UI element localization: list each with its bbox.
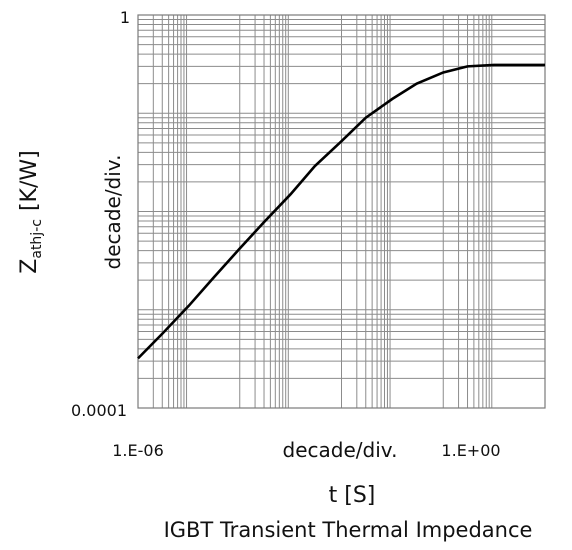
plot-frame <box>137 14 546 409</box>
x-tick-label-left: 1.E-06 <box>112 441 164 460</box>
grid <box>137 15 545 409</box>
x-scale-note: decade/div. <box>283 438 398 462</box>
chart-title: IGBT Transient Thermal Impedance <box>164 518 533 542</box>
y-axis-label-main: Z <box>17 259 42 274</box>
y-tick-label-top: 1 <box>120 8 130 27</box>
x-tick-label-right: 1.E+00 <box>441 441 500 460</box>
y-axis-label-subscript: athj-c <box>29 219 45 259</box>
y-axis-label: Zathj-c [K/W] <box>17 150 45 273</box>
series-line <box>137 63 545 360</box>
y-axis-label-unit: [K/W] <box>17 150 42 211</box>
y-tick-label-bottom: 0.0001 <box>71 401 127 420</box>
y-scale-note: decade/div. <box>101 155 125 270</box>
x-axis-label: t [S] <box>329 483 376 508</box>
